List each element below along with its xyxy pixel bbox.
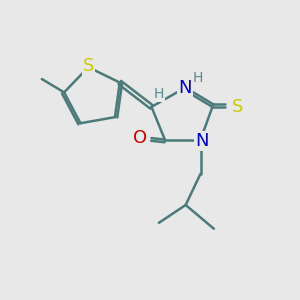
Text: O: O	[133, 129, 147, 147]
Text: S: S	[83, 57, 94, 75]
Text: N: N	[178, 79, 192, 97]
Text: N: N	[195, 132, 209, 150]
Text: H: H	[154, 87, 164, 101]
Text: H: H	[193, 71, 203, 85]
Text: S: S	[231, 98, 243, 116]
